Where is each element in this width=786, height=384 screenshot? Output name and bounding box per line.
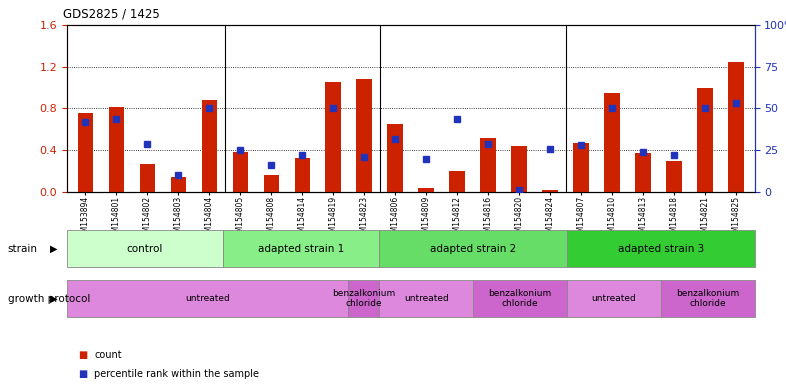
Text: ■: ■	[79, 350, 88, 360]
Bar	[140, 164, 155, 192]
Bar	[67, 230, 223, 267]
Bar	[512, 146, 527, 192]
Text: ▶: ▶	[50, 293, 57, 304]
Bar	[604, 93, 620, 192]
Text: adapted strain 1: adapted strain 1	[258, 243, 344, 254]
Bar	[357, 79, 372, 192]
Text: control: control	[127, 243, 163, 254]
Bar	[567, 230, 755, 267]
Bar	[171, 177, 186, 192]
Bar	[201, 100, 217, 192]
Text: GDS2825 / 1425: GDS2825 / 1425	[64, 7, 160, 20]
Bar	[108, 108, 124, 192]
Bar	[325, 83, 341, 192]
Bar	[418, 188, 434, 192]
Bar	[233, 152, 248, 192]
Text: untreated: untreated	[592, 294, 636, 303]
Bar	[348, 280, 380, 317]
Text: growth protocol: growth protocol	[8, 293, 90, 304]
Text: benzalkonium
chloride: benzalkonium chloride	[332, 289, 395, 308]
Bar	[697, 88, 713, 192]
Text: percentile rank within the sample: percentile rank within the sample	[94, 369, 259, 379]
Bar	[295, 157, 310, 192]
Text: untreated: untreated	[185, 294, 230, 303]
Bar	[380, 230, 567, 267]
Text: benzalkonium
chloride: benzalkonium chloride	[488, 289, 552, 308]
Bar	[223, 230, 380, 267]
Bar	[450, 171, 465, 192]
Bar	[573, 143, 589, 192]
Bar	[387, 124, 403, 192]
Text: adapted strain 3: adapted strain 3	[618, 243, 704, 254]
Text: strain: strain	[8, 243, 38, 254]
Text: benzalkonium
chloride: benzalkonium chloride	[676, 289, 740, 308]
Bar	[728, 61, 744, 192]
Text: ▶: ▶	[50, 243, 57, 254]
Bar	[380, 280, 473, 317]
Text: adapted strain 2: adapted strain 2	[430, 243, 516, 254]
Bar	[67, 280, 348, 317]
Text: count: count	[94, 350, 122, 360]
Bar	[473, 280, 567, 317]
Bar	[480, 138, 496, 192]
Bar	[567, 280, 661, 317]
Bar	[635, 153, 651, 192]
Bar	[667, 161, 681, 192]
Text: ■: ■	[79, 369, 88, 379]
Bar	[661, 280, 755, 317]
Bar	[263, 175, 279, 192]
Bar	[542, 190, 558, 192]
Text: untreated: untreated	[404, 294, 449, 303]
Bar	[78, 113, 94, 192]
